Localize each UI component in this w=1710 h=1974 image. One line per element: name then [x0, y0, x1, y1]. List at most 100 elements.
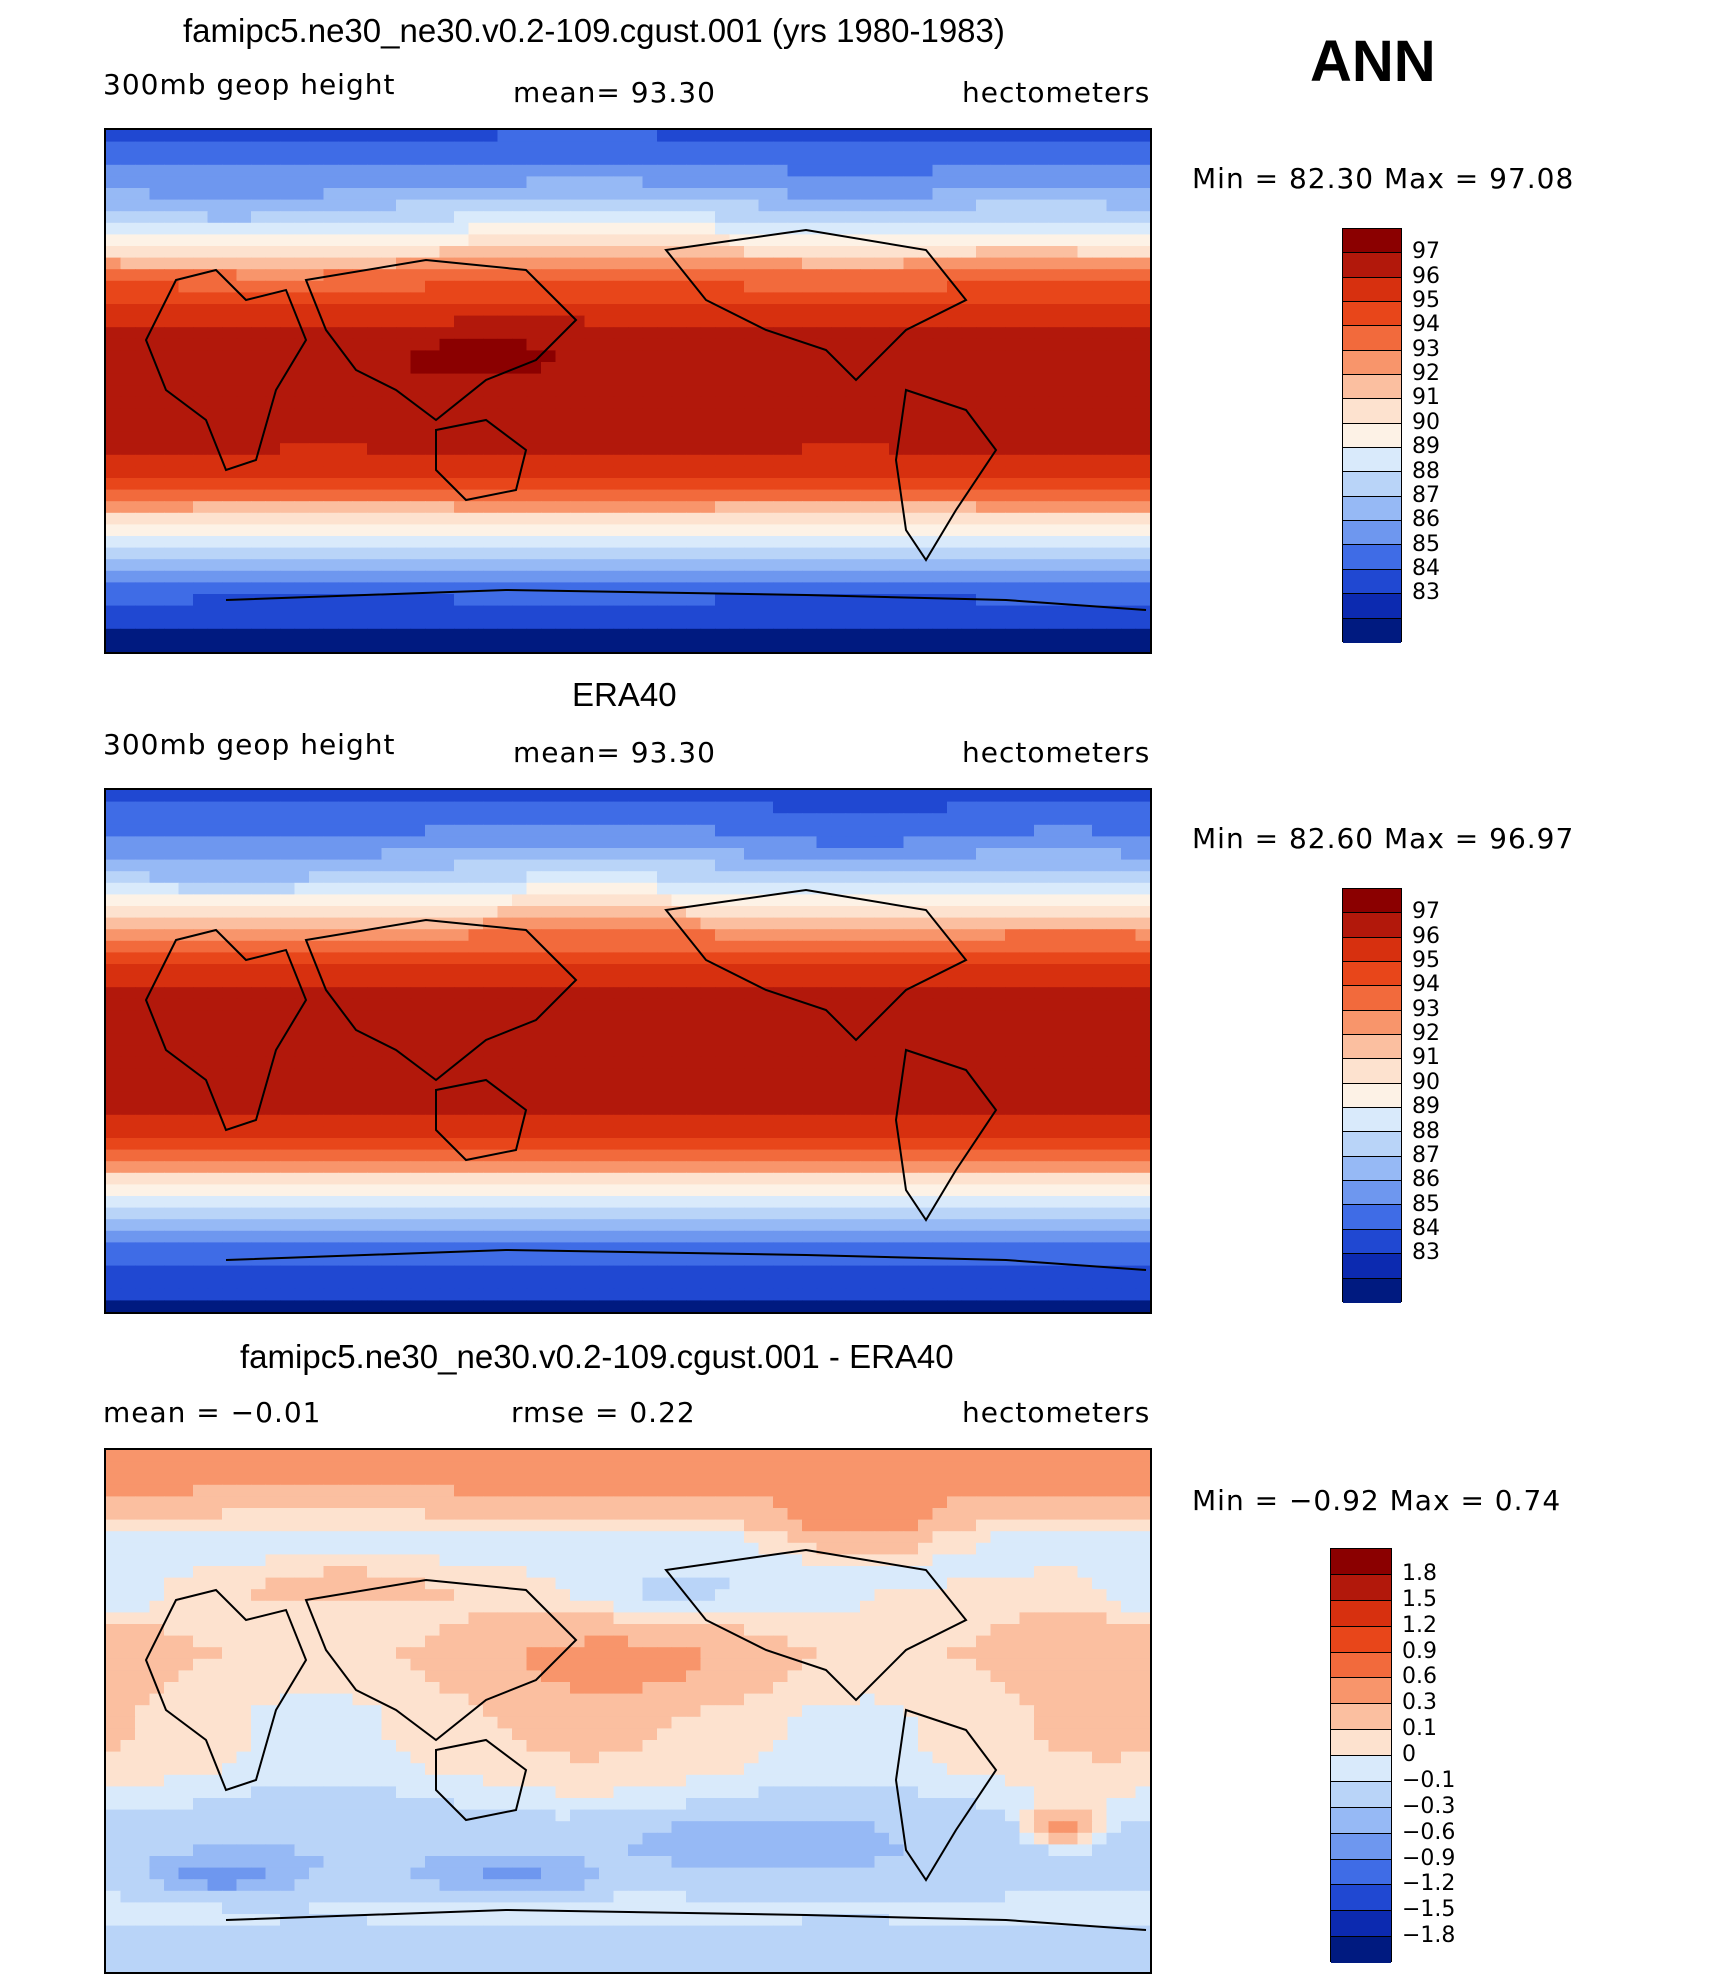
field-cell	[657, 628, 673, 641]
field-cell	[976, 570, 992, 583]
field-cell	[352, 617, 368, 630]
field-cell	[686, 1033, 702, 1046]
field-cell	[570, 396, 586, 409]
field-cell	[932, 176, 948, 189]
field-cell	[178, 396, 194, 409]
field-cell	[642, 628, 658, 641]
field-cell	[265, 188, 281, 201]
field-cell	[541, 269, 557, 282]
field-cell	[1034, 153, 1050, 166]
field-cell	[352, 882, 368, 895]
field-cell	[744, 559, 760, 572]
field-cell	[1121, 327, 1137, 340]
field-cell	[874, 1022, 890, 1035]
field-cell	[1005, 130, 1021, 143]
field-cell	[309, 164, 325, 177]
field-cell	[1121, 338, 1137, 351]
field-cell	[352, 894, 368, 907]
field-cell	[425, 547, 441, 560]
field-cell	[468, 1045, 484, 1058]
field-cell	[700, 327, 716, 340]
field-cell	[831, 188, 847, 201]
field-cell	[686, 547, 702, 560]
field-cell	[1034, 489, 1050, 502]
field-cell	[222, 501, 238, 514]
field-cell	[686, 801, 702, 814]
field-cell	[570, 547, 586, 560]
field-cell	[976, 836, 992, 849]
field-cell	[831, 373, 847, 386]
field-cell	[222, 280, 238, 293]
field-cell	[671, 848, 687, 861]
field-cell	[512, 257, 528, 270]
field-cell	[526, 280, 542, 293]
field-cell	[164, 489, 180, 502]
field-cell	[512, 848, 528, 861]
field-cell	[555, 280, 571, 293]
field-cell	[700, 605, 716, 618]
field-cell	[541, 790, 557, 803]
field-cell	[222, 222, 238, 235]
field-cell	[686, 443, 702, 456]
field-cell	[265, 813, 281, 826]
field-cell	[657, 327, 673, 340]
field-cell	[613, 882, 629, 895]
field-cell	[294, 917, 310, 930]
field-cell	[1121, 790, 1137, 803]
field-cell	[468, 848, 484, 861]
field-cell	[309, 940, 325, 953]
field-cell	[1121, 547, 1137, 560]
field-cell	[961, 1045, 977, 1058]
field-cell	[410, 304, 426, 317]
field-cell	[541, 153, 557, 166]
panel-1-mean-label: mean= 93.30	[513, 76, 716, 109]
field-cell	[874, 952, 890, 965]
field-cell	[657, 801, 673, 814]
field-cell	[425, 975, 441, 988]
field-cell	[671, 640, 687, 652]
field-cell	[265, 536, 281, 549]
field-cell	[628, 975, 644, 988]
field-cell	[106, 628, 122, 641]
field-cell	[526, 1033, 542, 1046]
field-cell	[425, 524, 441, 537]
field-cell	[323, 234, 339, 247]
field-cell	[164, 1068, 180, 1081]
field-cell	[729, 848, 745, 861]
field-cell	[468, 998, 484, 1011]
field-cell	[265, 222, 281, 235]
field-cell	[251, 304, 267, 317]
field-cell	[584, 824, 600, 837]
field-cell	[613, 222, 629, 235]
field-cell	[439, 153, 455, 166]
field-cell	[976, 894, 992, 907]
field-cell	[280, 222, 296, 235]
field-cell	[657, 952, 673, 965]
field-cell	[120, 1033, 136, 1046]
field-cell	[149, 640, 165, 652]
field-cell	[599, 385, 615, 398]
field-cell	[1121, 257, 1137, 270]
field-cell	[439, 605, 455, 618]
field-cell	[207, 478, 223, 491]
field-cell	[657, 882, 673, 895]
field-cell	[483, 1022, 499, 1035]
field-cell	[1121, 512, 1137, 525]
field-cell	[309, 547, 325, 560]
field-cell	[280, 396, 296, 409]
field-cell	[251, 559, 267, 572]
field-cell	[526, 304, 542, 317]
field-cell	[207, 396, 223, 409]
field-cell	[309, 617, 325, 630]
field-cell	[787, 894, 803, 907]
field-cell	[207, 859, 223, 872]
field-cell	[628, 824, 644, 837]
field-cell	[381, 1056, 397, 1069]
field-cell	[149, 824, 165, 837]
field-cell	[526, 489, 542, 502]
field-cell	[425, 269, 441, 282]
field-cell	[1092, 1033, 1108, 1046]
field-cell	[744, 1045, 760, 1058]
field-cell	[410, 801, 426, 814]
field-cell	[497, 848, 513, 861]
